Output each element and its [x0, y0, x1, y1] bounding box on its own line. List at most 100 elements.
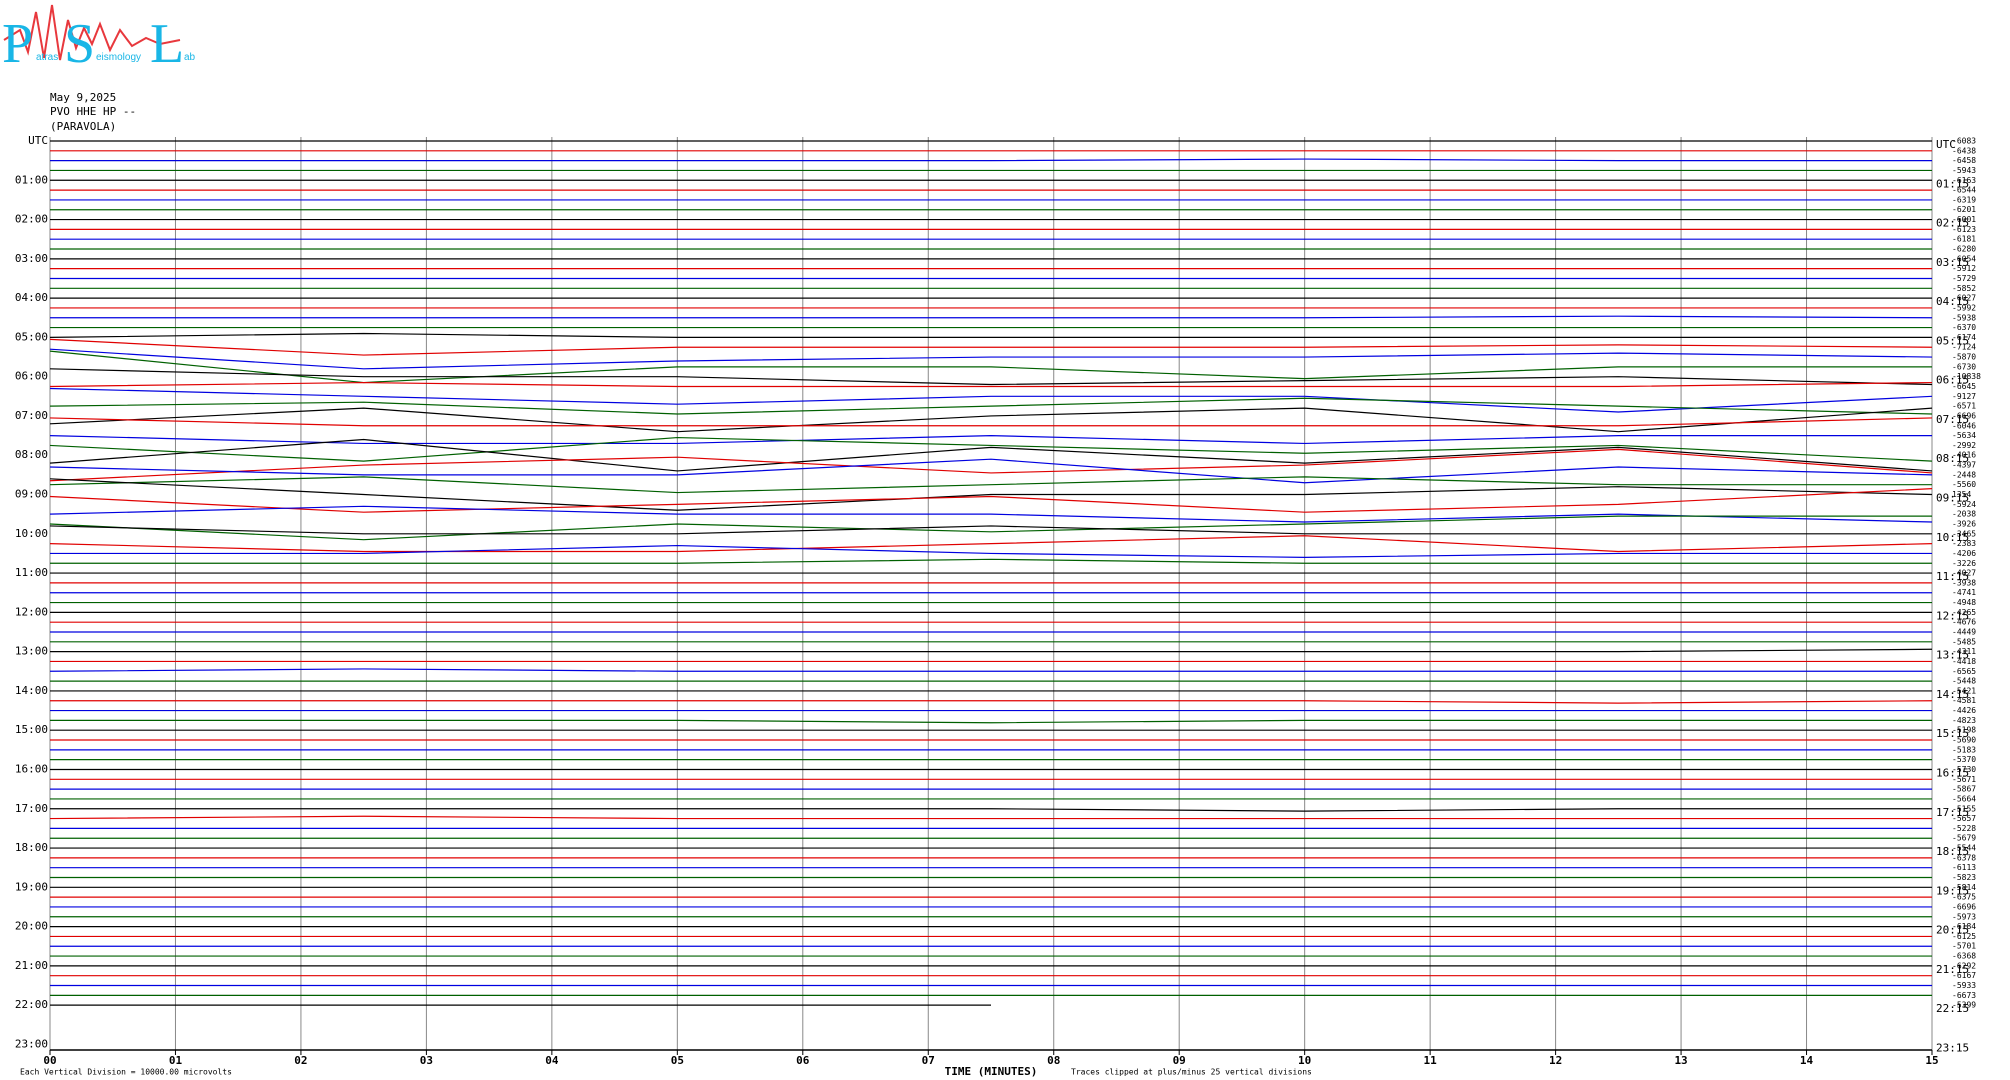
x-tick-label: 01 [169, 1054, 183, 1067]
trace-offset-label: -5938 [1952, 313, 1976, 322]
trace-offset-label: -6319 [1952, 195, 1976, 204]
trace-offset-label: -2038 [1952, 510, 1976, 519]
trace-offset-label: -6083 [1952, 137, 1976, 146]
trace [49, 338, 1933, 356]
right-hour-label: 01:15 [1936, 177, 1969, 190]
trace [49, 397, 1933, 415]
trace [49, 525, 1932, 535]
trace-offset-label: -4581 [1952, 696, 1976, 705]
left-hour-label: 14:00 [15, 684, 48, 697]
trace-offset-label: -6565 [1952, 667, 1976, 676]
trace-offset-label: -6673 [1952, 991, 1976, 1000]
trace [50, 315, 1933, 319]
x-tick-label: 15 [1925, 1054, 1938, 1067]
trace-offset-label: -5421 [1952, 686, 1976, 695]
trace [49, 478, 1933, 511]
right-hour-label: UTC [1936, 138, 1956, 151]
left-hour-label: 21:00 [15, 959, 48, 972]
trace-offset-label: -4265 [1952, 608, 1976, 617]
x-tick-label: 03 [420, 1054, 433, 1067]
trace-offset-label: -5671 [1952, 775, 1976, 784]
x-tick-label: 00 [43, 1054, 56, 1067]
left-hour-label: 19:00 [15, 880, 48, 893]
trace-offset-label: -5973 [1952, 912, 1976, 921]
station: PVO HHE HP -- [50, 105, 136, 118]
trace-offset-label: -9127 [1952, 392, 1976, 401]
logo-word: atras [36, 52, 58, 63]
left-hour-label: 23:00 [15, 1037, 48, 1050]
x-tick-label: 08 [1047, 1054, 1060, 1067]
trace-offset-label: -6368 [1952, 952, 1976, 961]
trace-offset-label: 1354 [1952, 490, 1971, 499]
trace-offset-label: -4206 [1952, 549, 1976, 558]
trace-offset-label: -5228 [1952, 824, 1976, 833]
trace-offset-label: -6378 [1952, 853, 1976, 862]
trace-offset-label: -5657 [1952, 814, 1976, 823]
x-tick-label: 10 [1298, 1054, 1311, 1067]
trace-offset-label: -5870 [1952, 353, 1976, 362]
x-tick-label: 06 [796, 1054, 810, 1067]
logo-word: ab [184, 52, 196, 63]
right-hour-label: 22:15 [1936, 1002, 1969, 1015]
right-hour-label: 12:15 [1936, 609, 1969, 622]
left-hour-label: 22:00 [15, 998, 48, 1011]
trace-offset-label: -5664 [1952, 794, 1976, 803]
trace [50, 544, 1932, 558]
trace-offset-label: -6730 [1952, 362, 1976, 371]
trace-offset-label: -4823 [1952, 716, 1976, 725]
right-hour-label: 06:15 [1936, 374, 1969, 387]
right-hour-label: 03:15 [1936, 256, 1969, 269]
note-left: Each Vertical Division = 10000.00 microv… [20, 1068, 232, 1077]
trace-offset-label: -6174 [1952, 333, 1976, 342]
right-hour-label: 09:15 [1936, 492, 1969, 505]
trace-offset-label: -4449 [1952, 628, 1976, 637]
trace-offset-label: -10838 [1952, 372, 1981, 381]
x-tick-label: 02 [294, 1054, 307, 1067]
trace-offset-label: -5198 [1952, 726, 1976, 735]
trace-offset-label: -6438 [1952, 146, 1976, 155]
trace-offset-label: -6054 [1952, 254, 1976, 263]
trace-offset-label: -6375 [1952, 893, 1976, 902]
trace-offset-label: -6645 [1952, 382, 1976, 391]
trace [49, 436, 1933, 462]
right-hour-label: 07:15 [1936, 413, 1969, 426]
left-hour-label: 16:00 [15, 762, 48, 775]
left-hour-label: 07:00 [15, 409, 48, 422]
trace [49, 348, 1933, 370]
trace-offset-label: -5448 [1952, 677, 1976, 686]
trace [50, 158, 1932, 162]
left-hour-label: 18:00 [15, 841, 48, 854]
trace-offset-label: -5924 [1952, 500, 1976, 509]
trace-offset-label: -5943 [1952, 166, 1976, 175]
trace-offset-label: -5814 [1952, 883, 1976, 892]
trace-offset-label: -5730 [1952, 765, 1976, 774]
trace-offset-label: -5183 [1952, 745, 1976, 754]
trace [49, 668, 1932, 672]
trace-offset-label: -4027 [1952, 569, 1976, 578]
left-hour-label: 10:00 [15, 527, 48, 540]
logo-letter: P [2, 13, 33, 75]
trace [49, 815, 1932, 820]
left-hour-label: 01:00 [15, 173, 48, 186]
x-tick-label: 04 [545, 1054, 559, 1067]
x-tick-label: 05 [671, 1054, 684, 1067]
trace [49, 434, 1932, 445]
trace-offset-label: -4016 [1952, 451, 1976, 460]
x-tick-label: 12 [1549, 1054, 1562, 1067]
trace-offset-label: -3926 [1952, 519, 1976, 528]
trace-offset-label: -4426 [1952, 706, 1976, 715]
trace-offset-label: -6001 [1952, 215, 1976, 224]
right-hour-label: 15:15 [1936, 727, 1969, 740]
trace-offset-label: -5399 [1952, 1001, 1976, 1010]
trace-offset-label: -5679 [1952, 834, 1976, 843]
right-hour-label: 08:15 [1936, 452, 1969, 465]
trace [49, 448, 1933, 482]
trace [49, 488, 1933, 513]
trace-offset-label: -5634 [1952, 431, 1976, 440]
trace-offset-label: -7124 [1952, 343, 1976, 352]
right-hour-label: 19:15 [1936, 884, 1969, 897]
trace-offset-label: -2383 [1952, 539, 1976, 548]
right-hour-label: 13:15 [1936, 649, 1969, 662]
trace-offset-label: -6201 [1952, 205, 1976, 214]
x-tick-label: 11 [1424, 1054, 1438, 1067]
